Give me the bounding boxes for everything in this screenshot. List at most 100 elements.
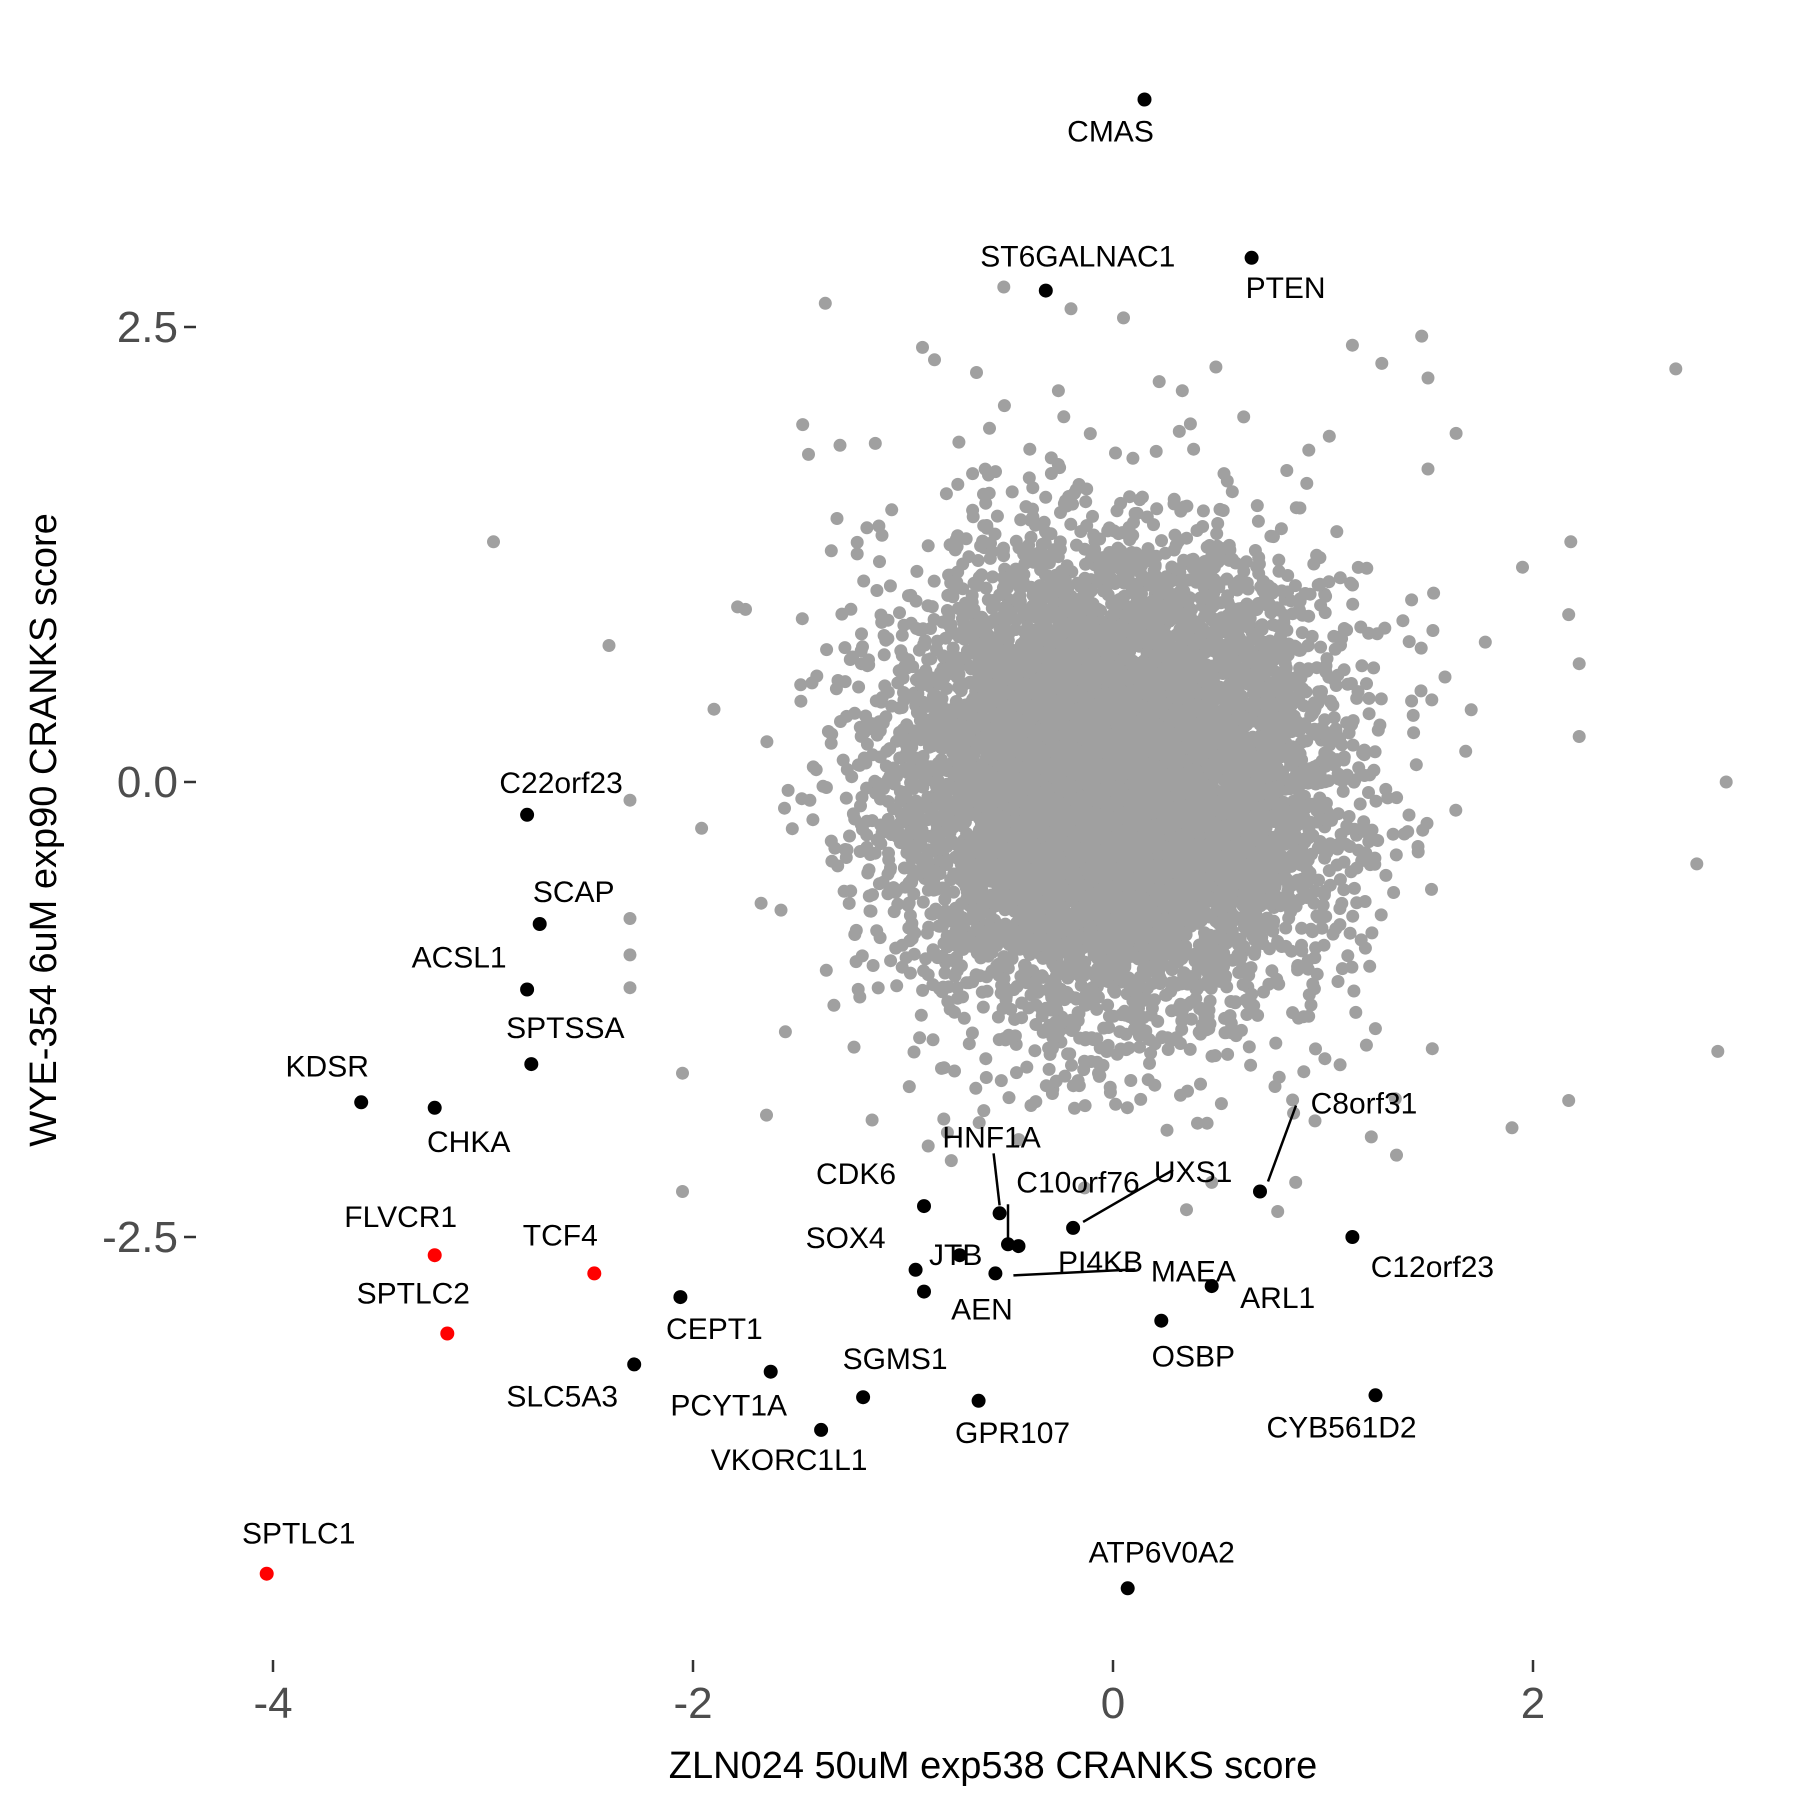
background-point	[1306, 977, 1320, 991]
background-point	[816, 779, 830, 793]
background-point	[1336, 784, 1350, 798]
background-point	[821, 725, 835, 738]
background-point	[1295, 626, 1309, 640]
background-point	[1014, 513, 1028, 527]
background-point	[1010, 1066, 1023, 1080]
background-point	[844, 602, 858, 616]
background-point	[1342, 810, 1356, 823]
background-point	[1300, 476, 1314, 490]
background-point	[1353, 797, 1367, 811]
background-point	[778, 801, 791, 815]
background-point	[836, 753, 850, 767]
background-point	[1379, 868, 1393, 882]
background-point	[1358, 941, 1372, 955]
background-point	[883, 579, 897, 593]
background-point	[754, 896, 768, 910]
background-point	[1113, 1025, 1127, 1039]
background-point	[1243, 611, 1257, 625]
background-point	[916, 854, 930, 868]
background-point	[1315, 921, 1329, 935]
background-point	[1269, 1036, 1283, 1050]
background-point	[1343, 926, 1357, 940]
background-point	[969, 1081, 983, 1095]
background-point	[1044, 451, 1058, 465]
background-point	[838, 843, 852, 856]
background-point	[1279, 921, 1293, 935]
background-point	[852, 680, 866, 694]
background-point	[866, 959, 880, 972]
background-point	[1386, 827, 1400, 841]
background-point	[1002, 1091, 1016, 1105]
background-point	[1028, 1044, 1042, 1058]
background-point	[1478, 635, 1492, 649]
background-point	[1368, 745, 1382, 759]
background-point	[1200, 965, 1214, 979]
background-point	[1232, 966, 1246, 979]
background-point	[1083, 427, 1097, 441]
background-point	[1191, 1116, 1204, 1130]
background-point	[1449, 426, 1463, 440]
background-point	[1210, 527, 1224, 541]
background-point	[979, 1052, 993, 1066]
background-point	[1318, 713, 1332, 727]
background-point	[1300, 734, 1314, 748]
background-point	[905, 740, 919, 754]
background-point	[907, 1045, 921, 1059]
background-point	[1285, 944, 1298, 958]
background-point	[1425, 693, 1439, 707]
background-point	[1312, 873, 1325, 887]
background-point	[1053, 535, 1067, 549]
background-point	[980, 984, 994, 998]
background-point	[949, 581, 963, 595]
background-point	[842, 896, 856, 910]
background-point	[1333, 902, 1347, 915]
background-point	[1341, 677, 1355, 691]
background-point	[948, 1064, 961, 1078]
background-point	[921, 539, 935, 553]
background-point	[1459, 744, 1473, 758]
background-point	[1268, 1080, 1282, 1093]
background-point	[1242, 1040, 1256, 1054]
background-point	[983, 421, 996, 435]
background-point	[1184, 1012, 1198, 1026]
background-point	[976, 1000, 990, 1014]
background-point	[1102, 1009, 1116, 1023]
background-point	[1333, 873, 1347, 887]
background-point	[1020, 1060, 1034, 1074]
background-point	[902, 1080, 916, 1094]
background-point	[1229, 995, 1242, 1009]
background-point	[1389, 848, 1403, 862]
background-point	[1183, 1042, 1197, 1056]
background-point	[1274, 898, 1288, 912]
background-point	[1029, 1095, 1043, 1109]
background-point	[1101, 998, 1115, 1012]
background-point	[1309, 941, 1323, 955]
background-point	[1145, 1001, 1159, 1015]
background-point	[1009, 623, 1023, 636]
background-point	[1274, 522, 1288, 536]
background-point	[1244, 1058, 1258, 1072]
background-point	[868, 436, 882, 450]
background-point	[1314, 640, 1328, 654]
background-point	[884, 954, 898, 968]
background-point	[850, 547, 864, 561]
background-point	[1220, 474, 1234, 488]
background-point	[824, 544, 838, 558]
background-point	[986, 570, 1000, 584]
background-point	[1330, 525, 1344, 539]
background-point	[994, 1074, 1008, 1088]
background-point	[875, 528, 889, 542]
background-point	[1310, 967, 1324, 981]
background-point	[1333, 1058, 1347, 1072]
background-point	[1449, 803, 1463, 817]
background-point	[1023, 442, 1037, 456]
background-point	[938, 892, 952, 906]
background-point	[1363, 959, 1377, 973]
background-point	[934, 753, 948, 767]
background-point	[895, 628, 909, 642]
background-point	[843, 829, 856, 843]
background-point	[1124, 1074, 1138, 1087]
background-point	[1068, 1101, 1081, 1115]
background-point	[1155, 534, 1168, 548]
